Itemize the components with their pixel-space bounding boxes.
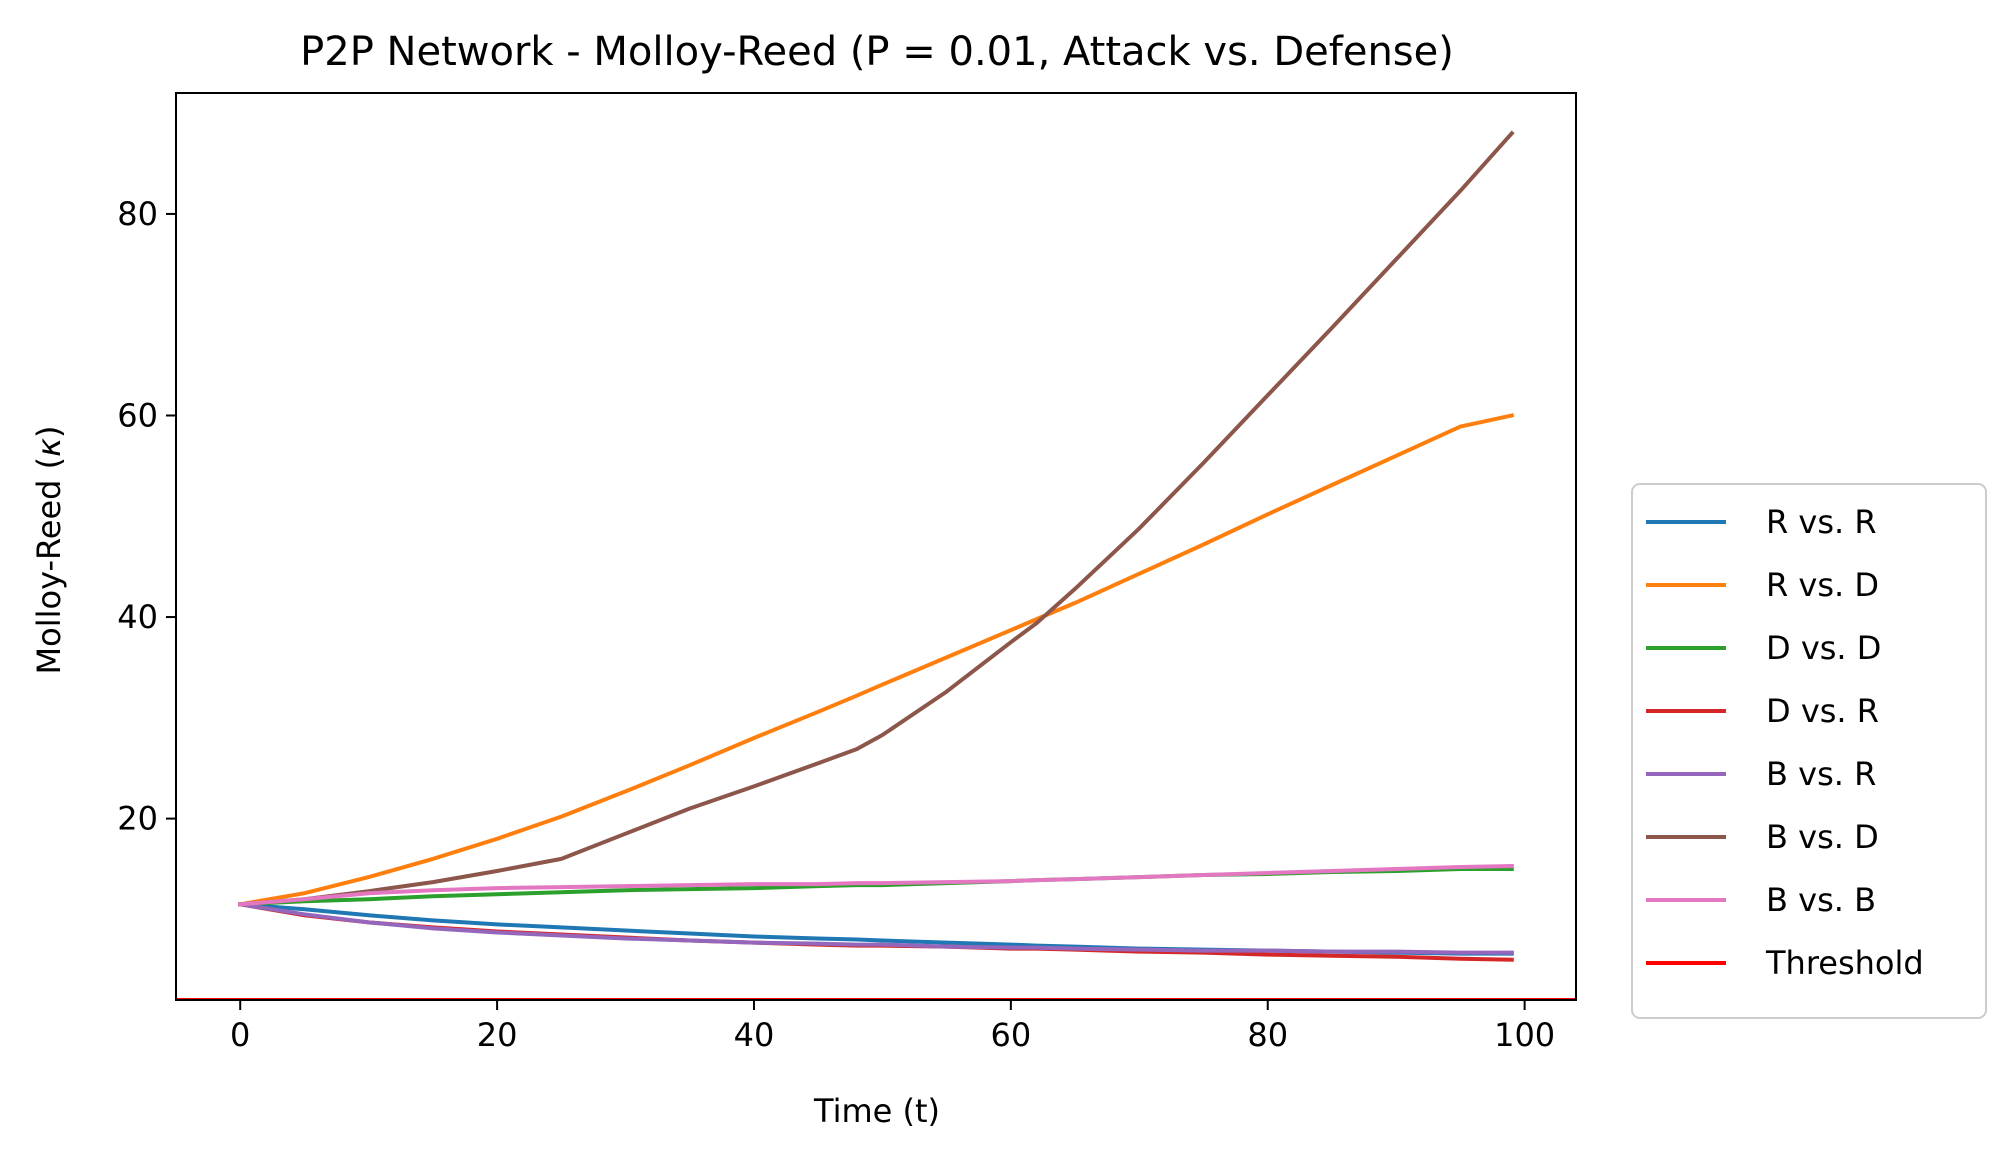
x-tick-label: 80 [1247, 1016, 1288, 1054]
series-line-b-vs-r [237, 902, 1514, 955]
y-axis-label: Molloy-Reed (κ) [30, 426, 68, 675]
y-axis-label-symbol: κ [30, 438, 68, 457]
x-tick-label: 60 [991, 1016, 1032, 1054]
legend-label: D vs. R [1766, 692, 1879, 730]
legend-label: D vs. D [1766, 629, 1881, 667]
chart-title: P2P Network - Molloy-Reed (P = 0.01, Att… [300, 29, 1454, 75]
y-tick-label: 60 [117, 396, 158, 434]
legend-item: B vs. R [1646, 755, 1876, 793]
legend-label: B vs. D [1766, 818, 1879, 856]
y-tick-label: 20 [117, 800, 158, 838]
legend-box [1631, 483, 1987, 1019]
series-line-b-vs-b [238, 863, 1514, 907]
legend-item: Threshold [1646, 944, 1924, 982]
series-line-r-vs-d [237, 413, 1515, 907]
legend: R vs. R R vs. D D vs. D D vs. R B vs. R B vs.… [1631, 483, 1987, 1019]
legend-item: R vs. R [1646, 503, 1877, 541]
axes-layer: 0 20 40 60 80 100 20 40 60 80 [117, 92, 1577, 1054]
y-axis-label-prefix: Molloy-Reed ( [30, 457, 68, 675]
x-tick-label: 100 [1494, 1016, 1555, 1054]
legend-label: R vs. D [1766, 566, 1879, 604]
series-line-d-vs-d [238, 867, 1514, 907]
y-axis-label-suffix: ) [30, 426, 68, 438]
legend-label: Threshold [1765, 944, 1924, 982]
series-line-b-vs-d [238, 130, 1515, 907]
legend-item: D vs. R [1646, 692, 1879, 730]
legend-item: D vs. D [1646, 629, 1881, 667]
legend-label: B vs. B [1766, 881, 1876, 919]
y-tick-label: 80 [117, 195, 158, 233]
x-axis-label: Time (t) [813, 1092, 940, 1130]
legend-label: B vs. R [1766, 755, 1876, 793]
legend-label: R vs. R [1766, 503, 1877, 541]
legend-item: B vs. D [1646, 818, 1879, 856]
y-tick-label: 40 [117, 598, 158, 636]
legend-item: B vs. B [1646, 881, 1876, 919]
x-tick-label: 20 [477, 1016, 518, 1054]
plot-frame [175, 92, 1577, 1001]
x-tick-label: 0 [230, 1016, 250, 1054]
series-layer [176, 130, 1576, 1000]
legend-item: R vs. D [1646, 566, 1879, 604]
x-tick-label: 40 [734, 1016, 775, 1054]
